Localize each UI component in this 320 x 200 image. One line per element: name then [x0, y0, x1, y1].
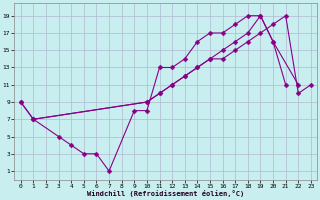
- X-axis label: Windchill (Refroidissement éolien,°C): Windchill (Refroidissement éolien,°C): [87, 190, 244, 197]
